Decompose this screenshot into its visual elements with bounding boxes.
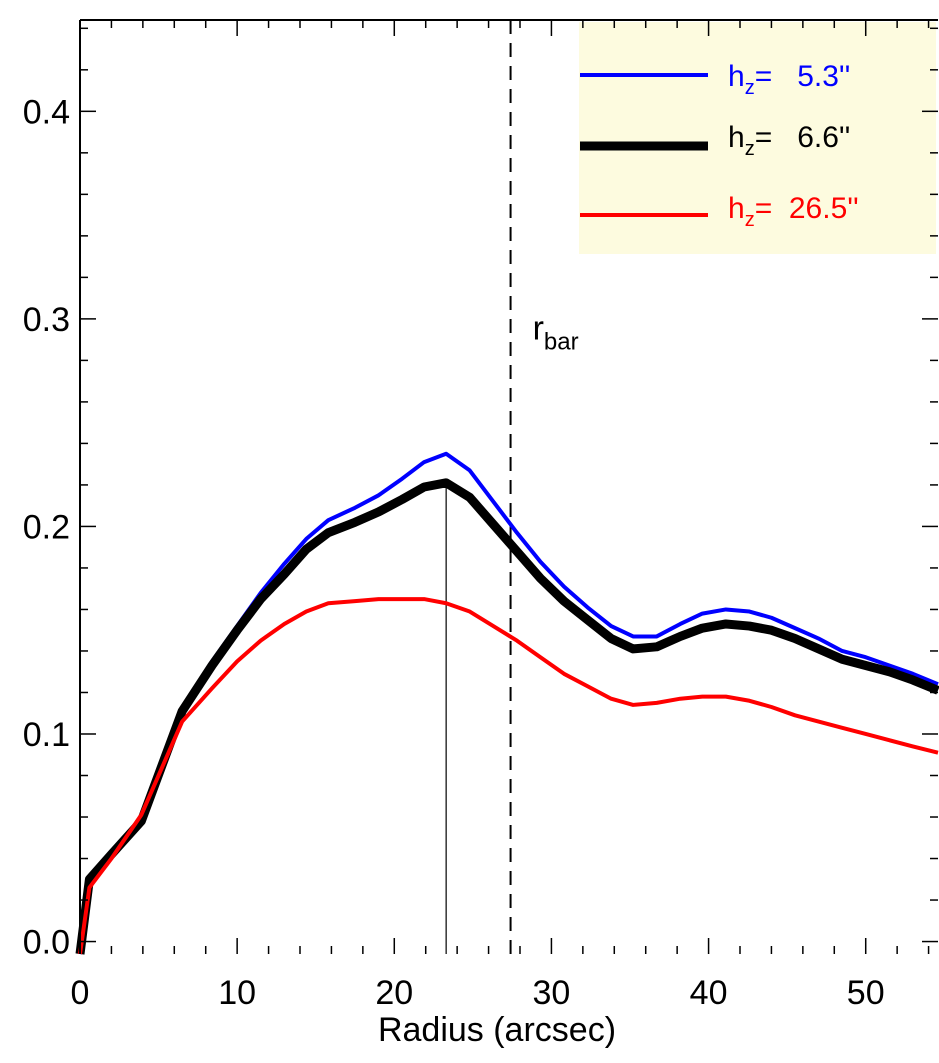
x-axis-label: Radius (arcsec): [378, 1011, 616, 1049]
x-tick-label: 10: [218, 974, 256, 1012]
legend-label-prefix: h: [728, 60, 745, 93]
x-tick-label: 20: [375, 974, 413, 1012]
series-line-2: [78, 597, 939, 955]
y-tick-label: 0.1: [23, 716, 70, 754]
x-tick-label: 50: [847, 974, 885, 1012]
y-tick-label: 0.4: [23, 93, 70, 131]
legend-label-suffix: = 26.5'': [755, 192, 859, 225]
legend-label-subscript: z: [745, 77, 755, 99]
legend-label-prefix: h: [728, 192, 745, 225]
legend-label-1: hz= 6.6'': [728, 121, 850, 160]
legend-label-0: hz= 5.3'': [728, 60, 850, 99]
y-tick-label: 0.3: [23, 301, 70, 339]
x-tick-label: 40: [690, 974, 728, 1012]
x-tick-label: 0: [71, 974, 90, 1012]
legend-label-prefix: h: [728, 121, 745, 154]
legend-label-suffix: = 5.3'': [755, 60, 851, 93]
y-tick-label: 0.0: [23, 924, 70, 962]
bar-radius-label-subscript: bar: [544, 329, 579, 356]
bar-radius-label-main: r: [533, 310, 544, 348]
bar-radius-label: rbar: [533, 310, 579, 356]
legend-label-subscript: z: [745, 138, 755, 160]
series-line-1: [75, 478, 939, 955]
legend-label-suffix: = 6.6'': [755, 121, 851, 154]
x-tick-label: 30: [533, 974, 571, 1012]
legend-label-subscript: z: [745, 209, 755, 231]
legend-label-2: hz= 26.5'': [728, 192, 859, 231]
y-tick-label: 0.2: [23, 508, 70, 546]
